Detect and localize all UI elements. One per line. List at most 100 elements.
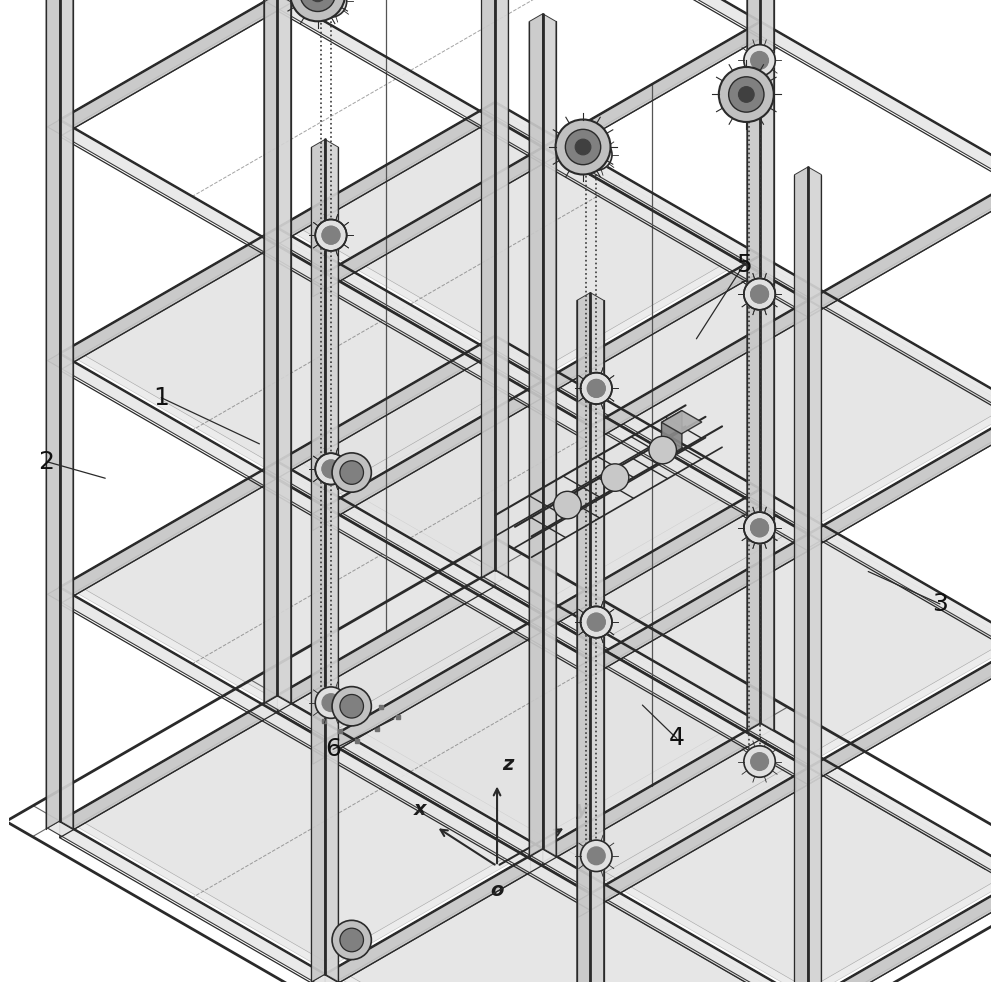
- Polygon shape: [47, 587, 325, 747]
- Circle shape: [744, 513, 775, 544]
- Polygon shape: [483, 102, 760, 262]
- Text: z: z: [502, 755, 513, 774]
- Polygon shape: [590, 768, 808, 910]
- Polygon shape: [662, 410, 682, 460]
- Polygon shape: [277, 102, 507, 235]
- Polygon shape: [277, 570, 495, 712]
- Polygon shape: [590, 534, 820, 667]
- Circle shape: [581, 373, 612, 405]
- Circle shape: [315, 220, 347, 251]
- Polygon shape: [578, 660, 590, 683]
- Polygon shape: [543, 255, 772, 388]
- Circle shape: [322, 461, 340, 478]
- Circle shape: [649, 436, 676, 464]
- Polygon shape: [313, 507, 325, 530]
- Polygon shape: [60, 462, 289, 594]
- Polygon shape: [76, 711, 526, 970]
- Circle shape: [554, 491, 581, 518]
- Circle shape: [587, 380, 605, 397]
- Polygon shape: [60, 228, 289, 360]
- Polygon shape: [796, 768, 808, 791]
- Polygon shape: [325, 139, 338, 982]
- Polygon shape: [311, 139, 325, 982]
- Circle shape: [315, 687, 347, 719]
- Circle shape: [581, 607, 612, 638]
- Text: 6: 6: [325, 737, 341, 761]
- Polygon shape: [342, 855, 791, 982]
- Polygon shape: [313, 273, 325, 297]
- Polygon shape: [530, 147, 808, 307]
- Polygon shape: [265, 695, 543, 855]
- Polygon shape: [543, 14, 556, 856]
- Circle shape: [751, 518, 768, 536]
- Polygon shape: [748, 489, 760, 513]
- Polygon shape: [748, 255, 760, 279]
- Polygon shape: [313, 974, 325, 982]
- Polygon shape: [46, 0, 60, 829]
- Polygon shape: [543, 489, 760, 631]
- Polygon shape: [60, 695, 289, 828]
- Polygon shape: [313, 507, 590, 667]
- Polygon shape: [760, 0, 774, 731]
- Polygon shape: [808, 175, 1000, 307]
- Circle shape: [340, 461, 363, 484]
- Circle shape: [332, 453, 371, 492]
- Circle shape: [587, 380, 605, 397]
- Circle shape: [587, 613, 605, 631]
- Polygon shape: [808, 642, 1000, 775]
- Polygon shape: [559, 730, 1000, 982]
- Polygon shape: [483, 570, 760, 730]
- Circle shape: [310, 0, 326, 2]
- Polygon shape: [76, 244, 526, 503]
- Circle shape: [719, 67, 774, 122]
- Polygon shape: [748, 22, 760, 45]
- Polygon shape: [294, 576, 743, 836]
- Polygon shape: [796, 534, 808, 558]
- Polygon shape: [76, 468, 526, 728]
- Circle shape: [738, 86, 754, 102]
- Polygon shape: [325, 848, 555, 981]
- Polygon shape: [277, 0, 495, 11]
- Polygon shape: [530, 381, 543, 405]
- Text: o: o: [490, 881, 504, 900]
- Circle shape: [340, 928, 363, 952]
- Text: 2: 2: [38, 450, 54, 473]
- Polygon shape: [748, 489, 1000, 649]
- Polygon shape: [313, 273, 590, 433]
- Circle shape: [581, 139, 612, 171]
- Circle shape: [315, 454, 347, 485]
- Circle shape: [744, 513, 775, 544]
- Polygon shape: [76, 702, 526, 961]
- Text: 3: 3: [932, 592, 948, 616]
- Polygon shape: [796, 300, 808, 324]
- Polygon shape: [483, 0, 760, 28]
- Circle shape: [581, 373, 612, 405]
- Polygon shape: [47, 120, 325, 280]
- Polygon shape: [342, 396, 791, 656]
- Polygon shape: [662, 410, 702, 434]
- Polygon shape: [808, 642, 1000, 785]
- Polygon shape: [277, 0, 291, 2]
- Polygon shape: [294, 109, 743, 368]
- Polygon shape: [748, 723, 760, 746]
- Polygon shape: [530, 615, 808, 775]
- Circle shape: [751, 286, 768, 303]
- Circle shape: [322, 227, 340, 245]
- Circle shape: [300, 0, 335, 12]
- Polygon shape: [277, 102, 495, 245]
- Circle shape: [575, 139, 591, 155]
- Polygon shape: [808, 409, 1000, 541]
- Polygon shape: [559, 505, 1000, 764]
- Polygon shape: [325, 848, 543, 982]
- Polygon shape: [808, 876, 1000, 982]
- Polygon shape: [590, 300, 820, 433]
- Circle shape: [744, 279, 775, 310]
- Polygon shape: [590, 768, 820, 900]
- Circle shape: [751, 518, 768, 536]
- Text: 1: 1: [153, 386, 169, 409]
- Polygon shape: [264, 0, 277, 2]
- Text: 4: 4: [669, 727, 685, 750]
- Polygon shape: [342, 622, 791, 881]
- Circle shape: [332, 920, 371, 959]
- Polygon shape: [808, 167, 821, 982]
